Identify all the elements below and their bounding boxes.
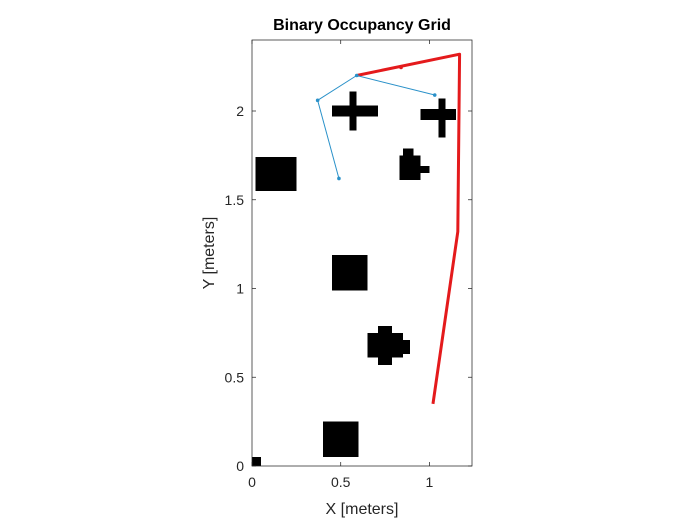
obstacle-blob-upper (399, 148, 430, 181)
obstacle-layer (252, 91, 457, 466)
x-axis-label: X [meters] (326, 501, 399, 518)
occupied-cell (420, 166, 430, 174)
occupied-cell (399, 155, 421, 181)
y-tick-label: 1.5 (225, 192, 245, 208)
occupied-cell (322, 421, 359, 458)
series-line-1 (356, 52, 462, 405)
y-axis: 0 0.5 1 1.5 2 (225, 103, 472, 474)
path-layer (315, 52, 462, 405)
x-axis: 0 0.5 1 (248, 40, 434, 490)
y-axis-label: Y [meters] (201, 217, 218, 290)
y-tick-label: 0 (236, 458, 244, 474)
occupied-cell (402, 148, 414, 156)
occupied-cell (252, 457, 261, 466)
occupied-cell (331, 105, 378, 117)
obstacle-blob-lower (367, 325, 410, 365)
occupied-cell (331, 254, 368, 291)
series-point-1 (399, 65, 403, 70)
series-point-2 (354, 73, 359, 78)
obstacle-corner-cell (252, 457, 261, 466)
series-point-2 (337, 176, 341, 181)
occupied-cell (420, 109, 457, 120)
obstacle-square-left (255, 157, 297, 191)
axes-frame (251, 39, 473, 467)
series-point-2 (315, 98, 320, 103)
obstacle-square-middle (331, 254, 368, 291)
y-tick-label: 0.5 (225, 369, 245, 385)
y-tick-label: 2 (236, 103, 244, 119)
x-tick-label: 0 (248, 474, 256, 490)
obstacle-cross-right (420, 98, 457, 138)
occupied-cell (255, 157, 297, 191)
y-tick-label: 1 (236, 281, 244, 297)
series-point-2 (432, 93, 437, 97)
obstacle-cross-left (331, 91, 378, 131)
x-tick-label: 0.5 (331, 474, 351, 490)
x-tick-label: 1 (426, 474, 434, 490)
chart-title: Binary Occupancy Grid (273, 17, 451, 34)
occupied-cell (367, 332, 403, 358)
occupied-cell (402, 339, 410, 355)
series-line-2 (317, 75, 435, 179)
plot-area (251, 39, 473, 467)
obstacle-square-bottom (322, 421, 359, 458)
